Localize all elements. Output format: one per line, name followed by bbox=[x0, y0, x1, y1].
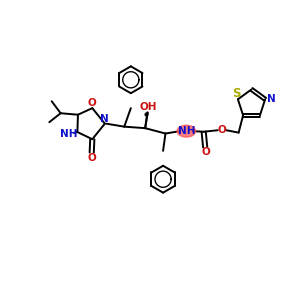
Text: O: O bbox=[201, 147, 210, 157]
Text: OH: OH bbox=[140, 102, 157, 112]
Text: S: S bbox=[232, 87, 241, 101]
Text: N: N bbox=[100, 114, 109, 124]
Text: O: O bbox=[87, 98, 96, 108]
Text: O: O bbox=[87, 153, 96, 163]
Ellipse shape bbox=[177, 125, 196, 137]
Text: NH: NH bbox=[178, 126, 195, 136]
Text: O: O bbox=[218, 124, 226, 135]
Text: N: N bbox=[267, 94, 276, 104]
Text: NH: NH bbox=[60, 128, 78, 139]
